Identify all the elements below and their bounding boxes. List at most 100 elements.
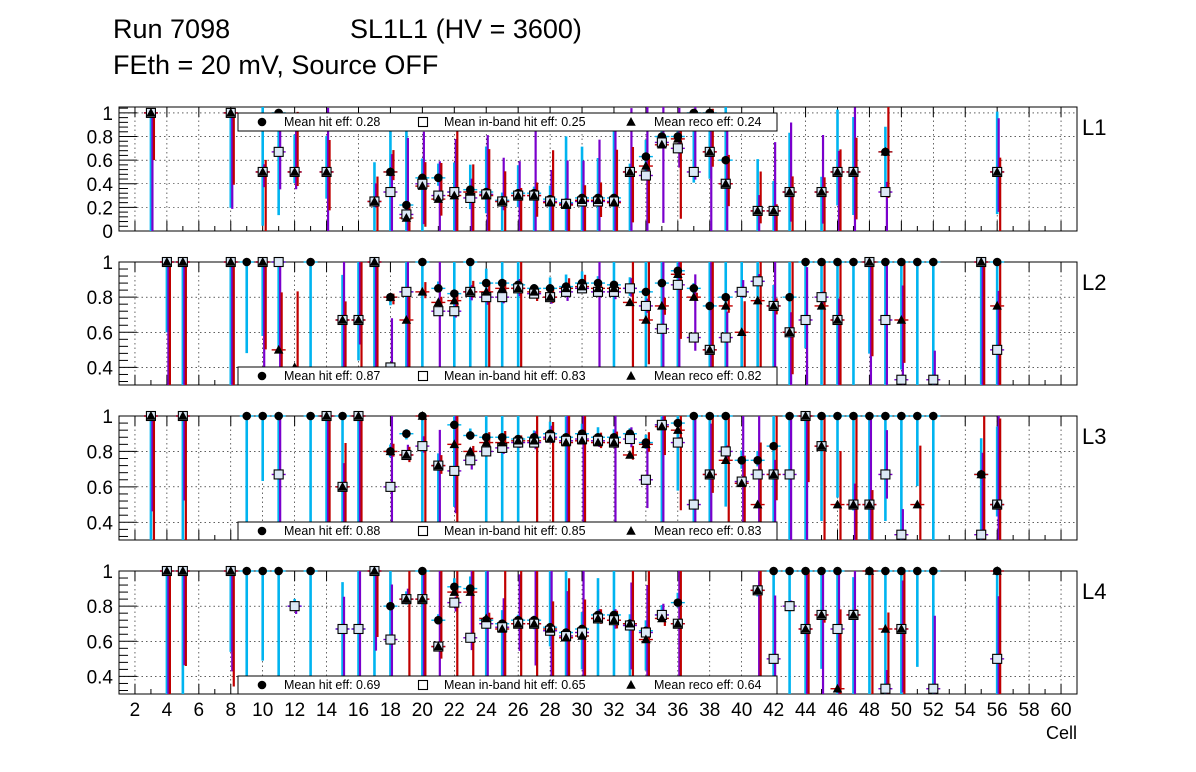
x-tick-label: 14: [316, 700, 338, 721]
hit-eff-point: [338, 411, 347, 421]
reco-eff-point: [561, 283, 571, 293]
x-tick-label: 2: [130, 700, 141, 721]
inband-eff-point: [880, 683, 891, 694]
inband-eff-point: [449, 597, 460, 608]
x-tick-label: 4: [162, 700, 173, 721]
hit-eff-point: [785, 292, 794, 302]
y-tick-label: 1: [102, 253, 113, 274]
reco-eff-point: [609, 197, 619, 207]
inband-eff-point: [401, 286, 412, 297]
legend-hit-marker: [257, 371, 267, 381]
hit-eff-point: [274, 411, 283, 421]
reco-eff-point: [577, 435, 587, 445]
reco-eff-point: [337, 314, 348, 324]
reco-eff-point: [577, 281, 587, 291]
reco-eff-point: [561, 437, 571, 447]
legend-inband-label: Mean in-band hit eff: 0.85: [444, 524, 586, 538]
inband-eff-point: [640, 300, 651, 311]
hit-eff-point: [849, 257, 858, 267]
inband-eff-point: [928, 683, 939, 694]
reco-eff-point: [816, 609, 827, 619]
hit-eff-point: [242, 257, 252, 267]
reco-eff-point: [178, 411, 188, 420]
reco-eff-point: [497, 196, 507, 206]
inband-eff-point: [337, 623, 348, 635]
inband-eff-point: [624, 283, 635, 294]
conditions-title: FEth = 20 mV, Source OFF: [113, 50, 439, 80]
reco-eff-point: [417, 286, 428, 296]
inband-eff-point: [672, 143, 683, 154]
x-tick-label: 30: [571, 700, 592, 721]
inband-eff-point: [273, 146, 284, 157]
inband-eff-point: [672, 279, 683, 290]
y-tick-label: 1: [102, 562, 113, 583]
reco-eff-point: [561, 200, 571, 209]
inband-eff-point: [465, 455, 476, 466]
reco-eff-point: [513, 618, 523, 628]
reco-eff-point: [992, 300, 1002, 310]
reco-eff-point: [641, 314, 651, 324]
inband-eff-point: [832, 623, 843, 635]
reco-eff-point: [673, 425, 683, 434]
hit-eff-point: [769, 441, 778, 451]
reco-eff-point: [449, 295, 460, 305]
y-tick-label: 0.8: [87, 597, 113, 618]
reco-eff-point: [848, 609, 859, 619]
reco-eff-point: [848, 499, 859, 509]
hit-eff-point: [402, 429, 411, 439]
y-tick-label: 0.8: [87, 288, 113, 309]
inband-eff-point: [385, 186, 396, 198]
inband-eff-point: [433, 306, 444, 317]
inband-eff-point: [449, 465, 460, 476]
inband-eff-point: [976, 529, 987, 540]
hit-eff-point: [817, 257, 826, 267]
reco-eff-point: [433, 641, 444, 651]
x-tick-label: 52: [923, 700, 944, 721]
reco-eff-point: [641, 439, 651, 449]
x-tick-label: 36: [667, 700, 688, 721]
legend-hit-marker: [257, 680, 267, 690]
hit-eff-point: [306, 411, 315, 421]
hit-eff-point: [434, 284, 443, 293]
hit-eff-point: [258, 566, 268, 576]
reco-eff-point: [864, 257, 875, 266]
legend-box: [237, 521, 778, 541]
hit-eff-point: [721, 155, 731, 165]
reco-eff-point: [593, 283, 603, 293]
reco-eff-point: [401, 594, 412, 603]
reco-eff-point: [625, 166, 635, 176]
reco-eff-point: [513, 283, 523, 293]
hit-eff-point: [481, 278, 491, 288]
reco-eff-point: [369, 566, 380, 575]
hit-eff-point: [833, 411, 842, 421]
reco-eff-point: [257, 257, 268, 266]
reco-eff-point: [720, 300, 731, 310]
hit-eff-point: [737, 455, 746, 465]
reco-eff-point: [481, 613, 491, 623]
reco-eff-point: [369, 196, 380, 206]
reco-eff-point: [497, 283, 507, 293]
hit-eff-point: [801, 257, 810, 267]
hit-eff-point: [673, 598, 683, 607]
panel-label-l2: L2: [1082, 270, 1106, 295]
legend-hit-marker: [257, 526, 267, 536]
inband-eff-point: [497, 292, 508, 303]
reco-eff-point: [178, 566, 188, 575]
reco-eff-point: [321, 166, 332, 176]
legend-hit-label: Mean hit eff: 0.87: [284, 369, 380, 383]
reco-eff-point: [226, 107, 236, 117]
reco-eff-point: [657, 300, 667, 310]
reco-eff-point: [226, 257, 236, 266]
y-tick-label: 0.4: [87, 513, 114, 534]
reco-eff-point: [321, 411, 332, 420]
x-tick-label: 42: [763, 700, 784, 721]
reco-eff-point: [529, 286, 539, 296]
hit-eff-point: [465, 257, 475, 267]
hit-eff-point: [465, 431, 475, 440]
inband-eff-point: [816, 292, 827, 303]
x-tick-label: 16: [348, 700, 369, 721]
hit-eff-point: [769, 566, 778, 576]
reco-eff-point: [976, 257, 986, 266]
hit-eff-point: [801, 566, 810, 576]
reco-eff-point: [497, 437, 507, 447]
